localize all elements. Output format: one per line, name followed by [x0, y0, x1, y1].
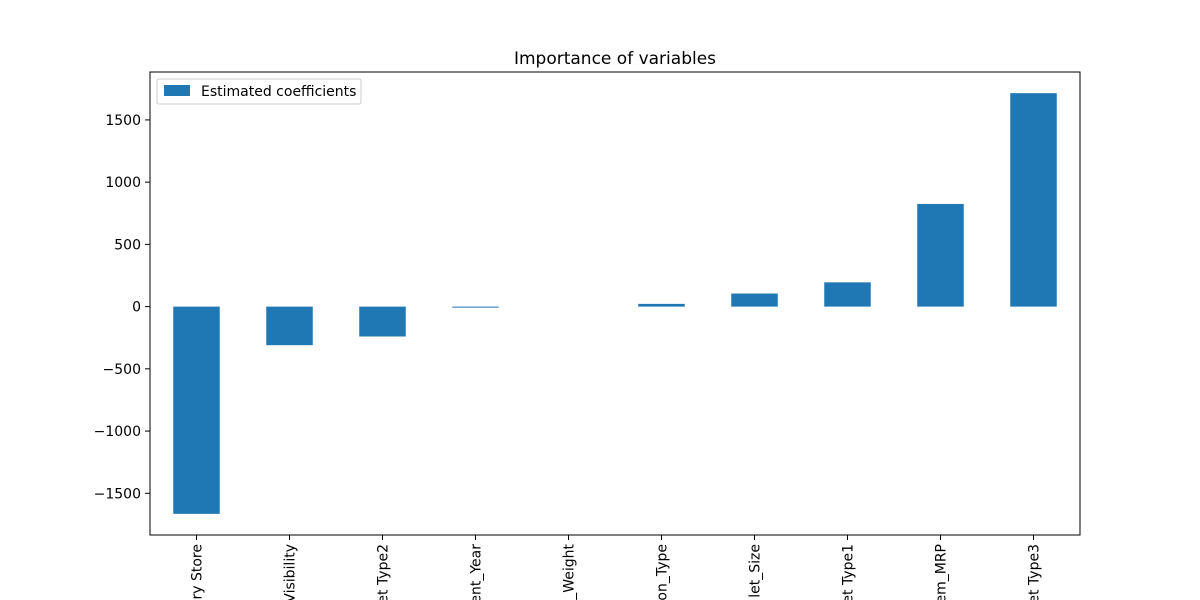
- bar: [731, 293, 778, 307]
- bar: [452, 306, 499, 308]
- legend: Estimated coefficients: [156, 78, 362, 105]
- x-tick-label: et Type1: [841, 544, 857, 600]
- bar: [824, 282, 871, 307]
- y-tick-label: 1500: [105, 113, 141, 129]
- x-axis-ticks: ry Store Visibility et Type2 ent_Year _Weigh…: [190, 535, 1043, 600]
- y-tick-label: −1500: [94, 486, 141, 502]
- bar: [173, 306, 220, 514]
- bars: [173, 93, 1057, 514]
- legend-frame: [156, 78, 362, 105]
- legend-label: Estimated coefficients: [201, 84, 356, 100]
- x-tick-label: _Weight: [562, 543, 578, 600]
- y-tick-label: 500: [114, 237, 141, 253]
- axes: [149, 71, 1081, 536]
- bar: [917, 203, 964, 307]
- legend-swatch: [164, 85, 190, 96]
- y-tick-label: 0: [132, 300, 141, 316]
- x-tick-label: let_Size: [748, 544, 764, 598]
- y-tick-label: −500: [103, 362, 141, 378]
- bar: [266, 306, 313, 346]
- x-tick-label: et Type3: [1027, 544, 1043, 600]
- y-axis-ticks: −1500 −1000 −500 0 500 1000 1500: [94, 113, 150, 502]
- y-tick-label: 1000: [105, 175, 141, 191]
- x-tick-label: ry Store: [190, 544, 206, 600]
- x-tick-label: em_MRP: [934, 544, 950, 600]
- x-tick-label: et Type2: [376, 544, 392, 600]
- chart-title: Importance of variables: [514, 49, 716, 69]
- x-tick-label: Visibility: [283, 544, 299, 600]
- x-tick-label: on_Type: [655, 544, 671, 600]
- bar: [359, 306, 406, 337]
- plot-frame: [149, 71, 1081, 536]
- bar: [638, 303, 685, 307]
- x-tick-label: ent_Year: [469, 544, 485, 600]
- y-tick-label: −1000: [94, 424, 141, 440]
- bar: [1010, 93, 1057, 307]
